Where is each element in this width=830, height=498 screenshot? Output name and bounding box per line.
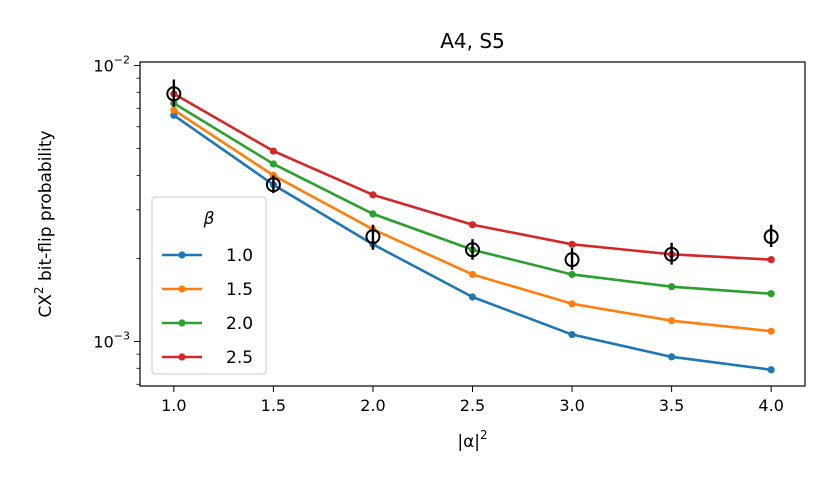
series-point (269, 171, 277, 179)
x-ticks: 1.0 1.5 2.0 2.5 3.0 3.5 4.0 (161, 386, 784, 415)
measured-point (763, 229, 779, 245)
legend-label: 1.0 (226, 246, 253, 266)
x-tick-label: 2.0 (360, 396, 385, 415)
legend-entry: 2.0 (162, 314, 253, 334)
x-tick-label: 4.0 (758, 396, 783, 415)
measured-point (365, 229, 381, 245)
legend: β 1.0 1.5 2.0 2.5 (151, 196, 267, 375)
series-point (369, 210, 377, 218)
legend-entry: 1.5 (162, 280, 253, 300)
series-point (568, 300, 576, 308)
series-point (568, 270, 576, 279)
legend-entry: 2.5 (162, 348, 253, 368)
y-axis-label: CX2 bit-flip probability (32, 130, 56, 317)
measured-point (564, 252, 580, 268)
chart-title: A4, S5 (440, 29, 505, 53)
measured-point (664, 246, 680, 262)
series-point (170, 106, 178, 114)
legend-entries: 1.0 1.5 2.0 2.5 (162, 246, 253, 368)
series-point (468, 293, 477, 301)
legend-box (151, 196, 267, 375)
series-point (170, 111, 178, 119)
series-point (767, 256, 775, 264)
measured-point (166, 86, 182, 102)
measured-point (465, 242, 480, 258)
y-ticks: 10−2 10−3 (93, 54, 140, 352)
series-point (767, 327, 775, 335)
series-point (568, 240, 576, 248)
series-point (568, 330, 576, 339)
x-tick-label: 3.0 (559, 396, 584, 415)
y-axis-label-suffix: bit-flip probability (36, 130, 56, 286)
legend-label: 2.5 (226, 348, 253, 368)
series-point (468, 221, 477, 229)
x-tick-label: 1.5 (261, 396, 286, 415)
y-tick-label: 10−2 (93, 54, 130, 76)
x-axis-label-text: |α| (457, 432, 480, 452)
x-axis-label: |α|2 (457, 428, 487, 452)
legend-entry: 1.0 (162, 246, 253, 266)
x-tick-label: 1.0 (161, 396, 186, 415)
x-axis-label-exponent: 2 (480, 428, 488, 442)
series-point (767, 366, 775, 374)
plot-frame (139, 61, 806, 387)
y-axis-label-text: CX (36, 294, 56, 318)
series-point (668, 317, 676, 325)
legend-swatch-marker (178, 285, 186, 293)
measured-points (166, 79, 779, 270)
series-point (668, 353, 676, 361)
series-point (468, 270, 477, 279)
series-point (269, 147, 277, 155)
x-tick-label: 2.5 (460, 396, 485, 415)
series-point (767, 290, 775, 298)
y-axis-label-exponent: 2 (32, 286, 46, 294)
legend-swatch-marker (178, 251, 186, 259)
legend-label: 1.5 (226, 280, 253, 300)
y-tick-label: 10−3 (93, 330, 130, 352)
series-point (369, 191, 377, 199)
legend-label: 2.0 (226, 314, 253, 334)
legend-title: β (203, 209, 215, 229)
series-point (269, 160, 277, 168)
series-point (668, 283, 676, 291)
legend-swatch-marker (178, 319, 186, 327)
legend-swatch-marker (178, 353, 186, 361)
x-tick-label: 3.5 (659, 396, 684, 415)
measured-point (265, 177, 281, 193)
